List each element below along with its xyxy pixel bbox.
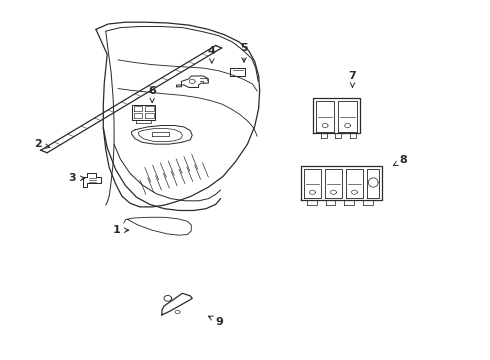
Text: 1: 1	[113, 225, 129, 235]
Text: 7: 7	[348, 71, 356, 87]
Text: 3: 3	[69, 173, 85, 183]
Text: 4: 4	[208, 46, 216, 63]
Text: 6: 6	[148, 86, 156, 103]
Text: 8: 8	[393, 155, 407, 166]
Text: 2: 2	[34, 139, 50, 149]
Text: 9: 9	[208, 316, 223, 327]
Text: 5: 5	[240, 43, 248, 62]
